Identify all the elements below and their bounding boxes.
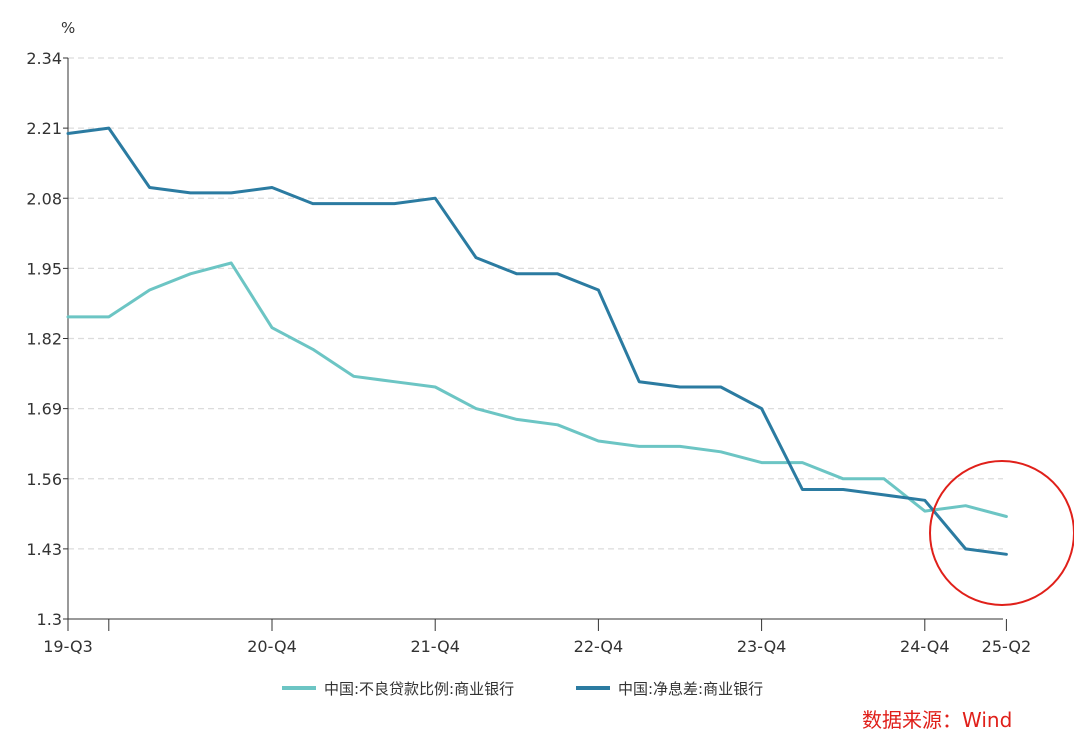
y-tick-label: 1.69 [26,400,62,419]
x-tick-label: 19-Q3 [43,637,93,656]
x-axis: 19-Q3 20-Q4 21-Q4 22-Q4 23-Q4 24-Q4 25-Q2 [43,58,1031,656]
grid-lines [68,57,1003,550]
y-tick-label: 2.21 [26,119,62,138]
legend: 中国:不良贷款比例:商业银行 中国:净息差:商业银行 [282,680,763,698]
x-tick-label: 21-Q4 [410,637,460,656]
x-tick-label: 22-Q4 [574,637,624,656]
series-line-2 [66,126,1008,556]
y-tick-label: 1.95 [26,259,62,278]
y-tick-label: 1.3 [37,610,62,629]
y-axis-ticks: 1.3 1.43 1.56 1.69 1.82 1.95 2.08 2.21 2.34 [26,49,68,629]
y-tick-label: 2.08 [26,189,62,208]
x-tick-label: 20-Q4 [247,637,297,656]
legend-label: 中国:净息差:商业银行 [618,680,763,698]
y-tick-label: 1.43 [26,540,62,559]
y-tick-label: 2.34 [26,49,62,68]
y-tick-label: 1.82 [26,330,62,349]
series-line-1 [66,261,1008,518]
highlight-circle [929,460,1074,606]
x-tick-label: 25-Q2 [982,637,1032,656]
source-note: 数据来源：Wind [862,708,1013,732]
y-axis-unit: % [61,19,75,37]
y-tick-label: 1.56 [26,470,62,489]
legend-label: 中国:不良贷款比例:商业银行 [324,680,514,698]
x-tick-label: 24-Q4 [900,637,950,656]
series-lines [66,126,1008,556]
x-tick-label: 23-Q4 [737,637,787,656]
